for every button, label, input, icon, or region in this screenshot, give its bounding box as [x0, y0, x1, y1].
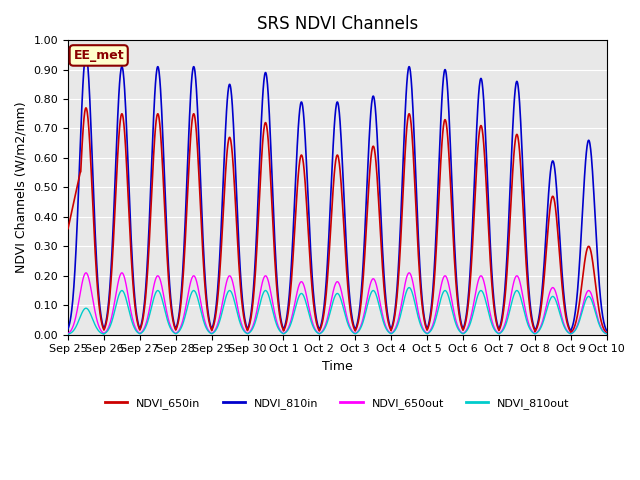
X-axis label: Time: Time — [322, 360, 353, 373]
Y-axis label: NDVI Channels (W/m2/mm): NDVI Channels (W/m2/mm) — [15, 102, 28, 273]
Title: SRS NDVI Channels: SRS NDVI Channels — [257, 15, 418, 33]
Text: EE_met: EE_met — [74, 49, 124, 62]
Legend: NDVI_650in, NDVI_810in, NDVI_650out, NDVI_810out: NDVI_650in, NDVI_810in, NDVI_650out, NDV… — [100, 393, 574, 413]
